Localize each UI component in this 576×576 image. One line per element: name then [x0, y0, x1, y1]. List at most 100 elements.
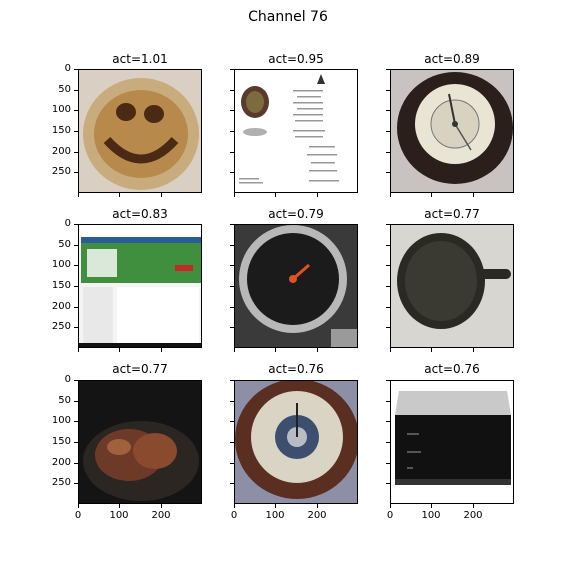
x-tick-mark — [78, 348, 79, 352]
x-tick-label: 200 — [307, 510, 327, 521]
panel-title: act=0.77 — [424, 207, 480, 221]
x-tick-mark — [161, 348, 162, 352]
x-tick-label: 100 — [109, 510, 129, 521]
y-tick-mark — [230, 307, 234, 308]
panel-title: act=0.76 — [268, 362, 324, 376]
y-tick-mark — [74, 463, 78, 464]
panel-title: act=1.01 — [112, 52, 168, 66]
y-tick-label: 150 — [51, 280, 71, 291]
y-tick-mark — [230, 442, 234, 443]
y-tick-mark — [74, 483, 78, 484]
x-tick-label: 0 — [74, 510, 82, 521]
y-tick-mark — [230, 131, 234, 132]
y-tick-label: 200 — [51, 457, 71, 468]
x-tick-label: 0 — [230, 510, 238, 521]
x-tick-mark — [234, 504, 235, 508]
y-tick-mark — [386, 110, 390, 111]
x-tick-mark — [390, 348, 391, 352]
panel-title: act=0.76 — [424, 362, 480, 376]
x-tick-mark — [275, 348, 276, 352]
x-tick-label: 100 — [265, 510, 285, 521]
y-tick-mark — [74, 172, 78, 173]
y-tick-mark — [230, 483, 234, 484]
y-tick-mark — [230, 327, 234, 328]
y-tick-mark — [230, 380, 234, 381]
y-tick-mark — [386, 421, 390, 422]
y-tick-mark — [386, 172, 390, 173]
y-tick-mark — [230, 401, 234, 402]
x-tick-mark — [317, 504, 318, 508]
panel-image-roast — [78, 380, 202, 504]
y-tick-mark — [74, 380, 78, 381]
x-tick-mark — [390, 504, 391, 508]
panel-image-document — [234, 69, 358, 193]
y-tick-mark — [386, 327, 390, 328]
y-tick-label: 0 — [64, 63, 71, 74]
y-tick-mark — [74, 286, 78, 287]
y-tick-mark — [74, 224, 78, 225]
y-tick-mark — [74, 307, 78, 308]
y-tick-mark — [230, 69, 234, 70]
y-tick-label: 150 — [51, 436, 71, 447]
y-tick-mark — [386, 286, 390, 287]
x-tick-mark — [431, 348, 432, 352]
panel-title: act=0.77 — [112, 362, 168, 376]
y-tick-label: 200 — [51, 301, 71, 312]
y-tick-mark — [230, 90, 234, 91]
y-tick-mark — [74, 245, 78, 246]
x-tick-mark — [390, 193, 391, 197]
y-tick-mark — [386, 69, 390, 70]
y-tick-label: 100 — [51, 259, 71, 270]
panel-image-smiley-plate — [78, 69, 202, 193]
x-tick-mark — [161, 504, 162, 508]
y-tick-mark — [230, 152, 234, 153]
x-tick-mark — [317, 193, 318, 197]
y-tick-mark — [386, 152, 390, 153]
y-tick-mark — [74, 131, 78, 132]
figure-title: Channel 76 — [248, 9, 328, 25]
panel-title: act=0.83 — [112, 207, 168, 221]
y-tick-mark — [230, 224, 234, 225]
y-tick-label: 250 — [51, 477, 71, 488]
x-tick-mark — [78, 193, 79, 197]
y-tick-mark — [230, 245, 234, 246]
y-tick-mark — [386, 380, 390, 381]
y-tick-mark — [74, 110, 78, 111]
y-tick-mark — [74, 69, 78, 70]
panel-image-barometer — [390, 69, 514, 193]
y-tick-label: 50 — [58, 395, 71, 406]
x-tick-mark — [119, 504, 120, 508]
x-tick-mark — [234, 348, 235, 352]
y-tick-mark — [74, 327, 78, 328]
y-tick-mark — [230, 172, 234, 173]
y-tick-mark — [74, 90, 78, 91]
y-tick-mark — [230, 110, 234, 111]
y-tick-mark — [386, 90, 390, 91]
panel-image-variable-barometer — [234, 380, 358, 504]
y-tick-mark — [74, 401, 78, 402]
y-tick-label: 150 — [51, 125, 71, 136]
y-tick-mark — [230, 286, 234, 287]
x-tick-mark — [275, 504, 276, 508]
y-tick-mark — [230, 265, 234, 266]
y-tick-label: 100 — [51, 415, 71, 426]
x-tick-label: 100 — [421, 510, 441, 521]
x-tick-mark — [473, 348, 474, 352]
y-tick-label: 0 — [64, 218, 71, 229]
x-tick-mark — [161, 193, 162, 197]
y-tick-mark — [386, 245, 390, 246]
x-tick-mark — [234, 193, 235, 197]
y-tick-label: 100 — [51, 104, 71, 115]
y-tick-label: 250 — [51, 166, 71, 177]
panel-image-speedometer — [234, 224, 358, 348]
x-tick-mark — [473, 193, 474, 197]
y-tick-mark — [386, 401, 390, 402]
y-tick-label: 200 — [51, 146, 71, 157]
x-tick-mark — [431, 193, 432, 197]
y-tick-mark — [386, 265, 390, 266]
x-tick-mark — [119, 348, 120, 352]
y-tick-mark — [230, 463, 234, 464]
x-tick-mark — [275, 193, 276, 197]
x-tick-mark — [317, 348, 318, 352]
panel-image-website — [78, 224, 202, 348]
